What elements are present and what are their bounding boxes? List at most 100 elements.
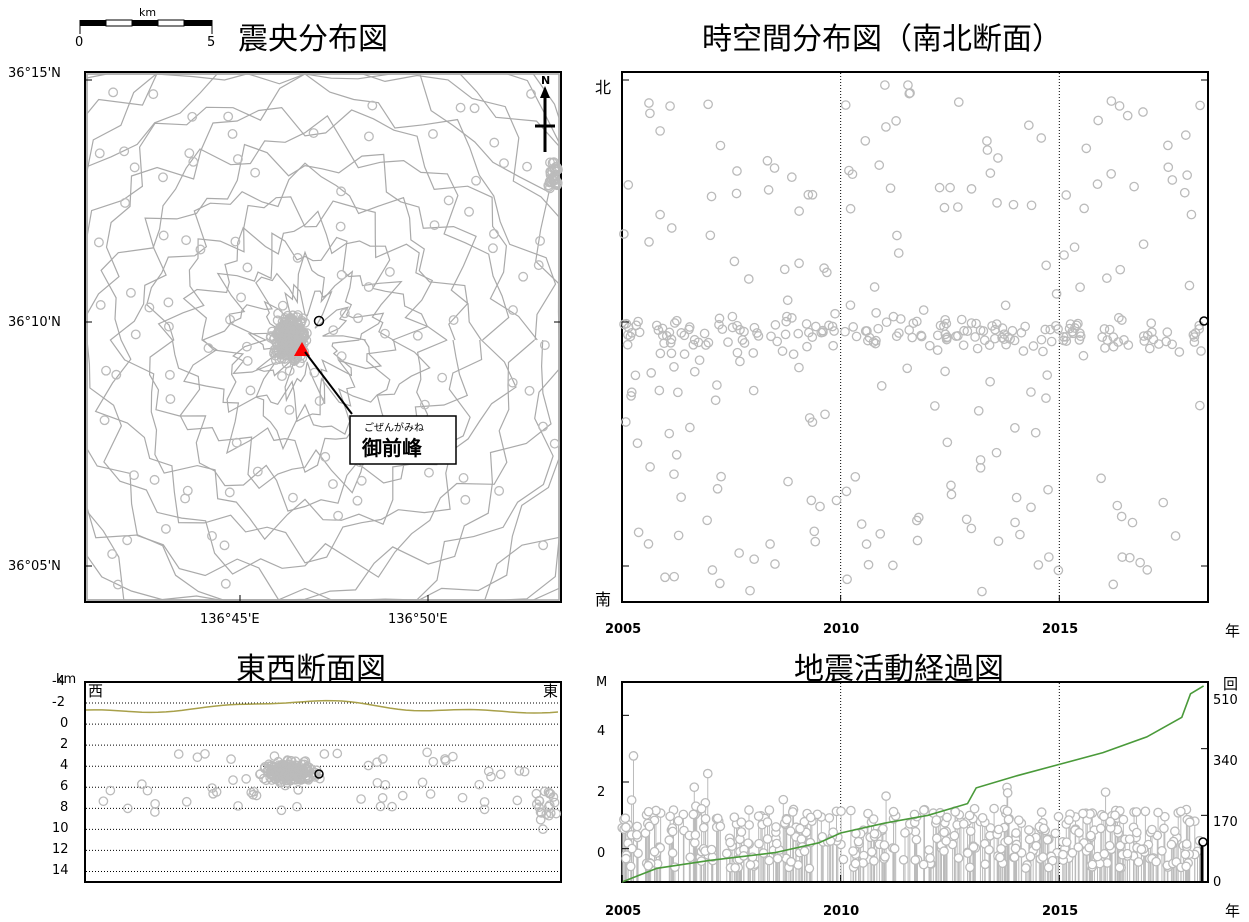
epicenter-marker (242, 262, 253, 273)
epicenter-marker (328, 479, 338, 489)
magnitude-marker (778, 794, 789, 805)
spacetime-event (655, 209, 665, 220)
spacetime-event (1096, 473, 1106, 484)
magnitude-marker (772, 853, 783, 864)
epicenter-marker (125, 287, 136, 298)
spacetime-event (1053, 565, 1064, 576)
magnitude-marker (626, 795, 637, 805)
spacetime-event (972, 343, 983, 354)
epicenter-marker (522, 161, 533, 172)
hypocenter-marker (98, 796, 109, 807)
magnitude-marker (989, 803, 999, 814)
spacetime-event (908, 318, 919, 329)
epicenter-marker (242, 355, 253, 366)
spacetime-event (666, 348, 677, 359)
lat-label-1: 36°15'N (8, 66, 61, 81)
spacetime-event (1023, 120, 1034, 131)
magnitude-marker (995, 852, 1005, 863)
magnitude-marker (900, 827, 910, 838)
epicenter-marker (293, 332, 304, 343)
epicenter-marker (487, 243, 498, 254)
spacetime-event (1115, 264, 1126, 275)
spacetime-event (1108, 332, 1119, 342)
hypocenter-marker (377, 793, 388, 803)
spacetime-event (916, 330, 926, 341)
spacetime-event (1093, 115, 1104, 126)
epicenter-marker (460, 494, 471, 505)
hypocenter-marker (287, 766, 297, 777)
spacetime-event (634, 327, 645, 338)
epicenter-marker (428, 129, 438, 139)
magnitude-marker (621, 853, 631, 864)
magnitude-marker (939, 846, 949, 856)
epicenter-marker (277, 346, 287, 357)
hypocenter-marker (226, 754, 236, 765)
cs-east: 東 (543, 682, 559, 700)
spacetime-event (659, 338, 669, 349)
contour-line (146, 162, 469, 512)
magnitude-marker (1099, 848, 1110, 859)
magnitude-marker (785, 826, 796, 837)
spacetime-event (804, 413, 815, 423)
magnitude-marker (918, 859, 929, 870)
epicenter-marker (320, 451, 331, 462)
epicenter-marker (188, 156, 199, 167)
spacetime-event (952, 202, 963, 212)
magnitude-marker (730, 862, 741, 873)
spacetime-event (871, 307, 881, 318)
spacetime-event (904, 88, 915, 99)
hypocenter-marker (228, 775, 238, 785)
spacetime-event (1122, 110, 1133, 121)
spacetime-event (827, 321, 838, 332)
magnitude-marker (771, 822, 781, 832)
spacetime-event (1117, 552, 1128, 562)
spacetime-event (1081, 143, 1092, 154)
activity-x-ticks (621, 875, 1060, 882)
spacetime-event (699, 328, 710, 339)
hypocenter-marker (259, 763, 270, 774)
spacetime-event (868, 337, 879, 347)
magnitude-marker (1105, 816, 1116, 827)
magnitude-marker (628, 751, 639, 761)
epicenter-marker (533, 260, 544, 271)
epicenter-marker (195, 244, 206, 255)
epicenter-marker (508, 305, 518, 316)
spacetime-event (645, 462, 655, 472)
epicenter-marker (539, 340, 550, 351)
spacetime-event (982, 136, 992, 146)
magnitude-marker (1042, 834, 1053, 845)
depth-tick-label: -4 (52, 674, 65, 689)
epicenter-marker (252, 466, 263, 477)
magnitude-marker (1122, 848, 1133, 859)
spacetime-event (1190, 328, 1201, 338)
magnitude-marker (1140, 806, 1151, 817)
epicenter-marker (549, 438, 560, 449)
spacetime-event (1113, 337, 1124, 347)
magnitude-markers (617, 751, 1205, 874)
hypocenter-marker (375, 801, 386, 812)
epicenter-marker (471, 175, 482, 186)
spacetime-event (1075, 282, 1085, 293)
epicenter-marker (224, 487, 235, 498)
spacetime-event (1194, 400, 1205, 411)
magnitude-marker (690, 830, 701, 840)
contour-line (109, 143, 483, 541)
spacetime-event (794, 362, 804, 373)
spacetime-event (673, 530, 684, 541)
spacetime-event (821, 267, 832, 278)
epicenter-marker (225, 314, 235, 325)
magnitude-marker (1074, 827, 1084, 838)
spacetime-event (990, 333, 1000, 344)
spacetime-event (810, 536, 821, 547)
spacetime-event (766, 331, 776, 342)
magnitude-marker (736, 817, 747, 828)
magnitude-marker (795, 823, 805, 834)
epicenter-marker (187, 111, 198, 122)
spacetime-event (961, 514, 972, 525)
spacetime-event (807, 189, 818, 200)
spacetime-event (619, 229, 629, 239)
magnitude-marker (1095, 823, 1106, 834)
magnitude-marker (965, 862, 975, 873)
spacetime-latest-event (1199, 316, 1209, 326)
spacetime-event (743, 274, 754, 284)
